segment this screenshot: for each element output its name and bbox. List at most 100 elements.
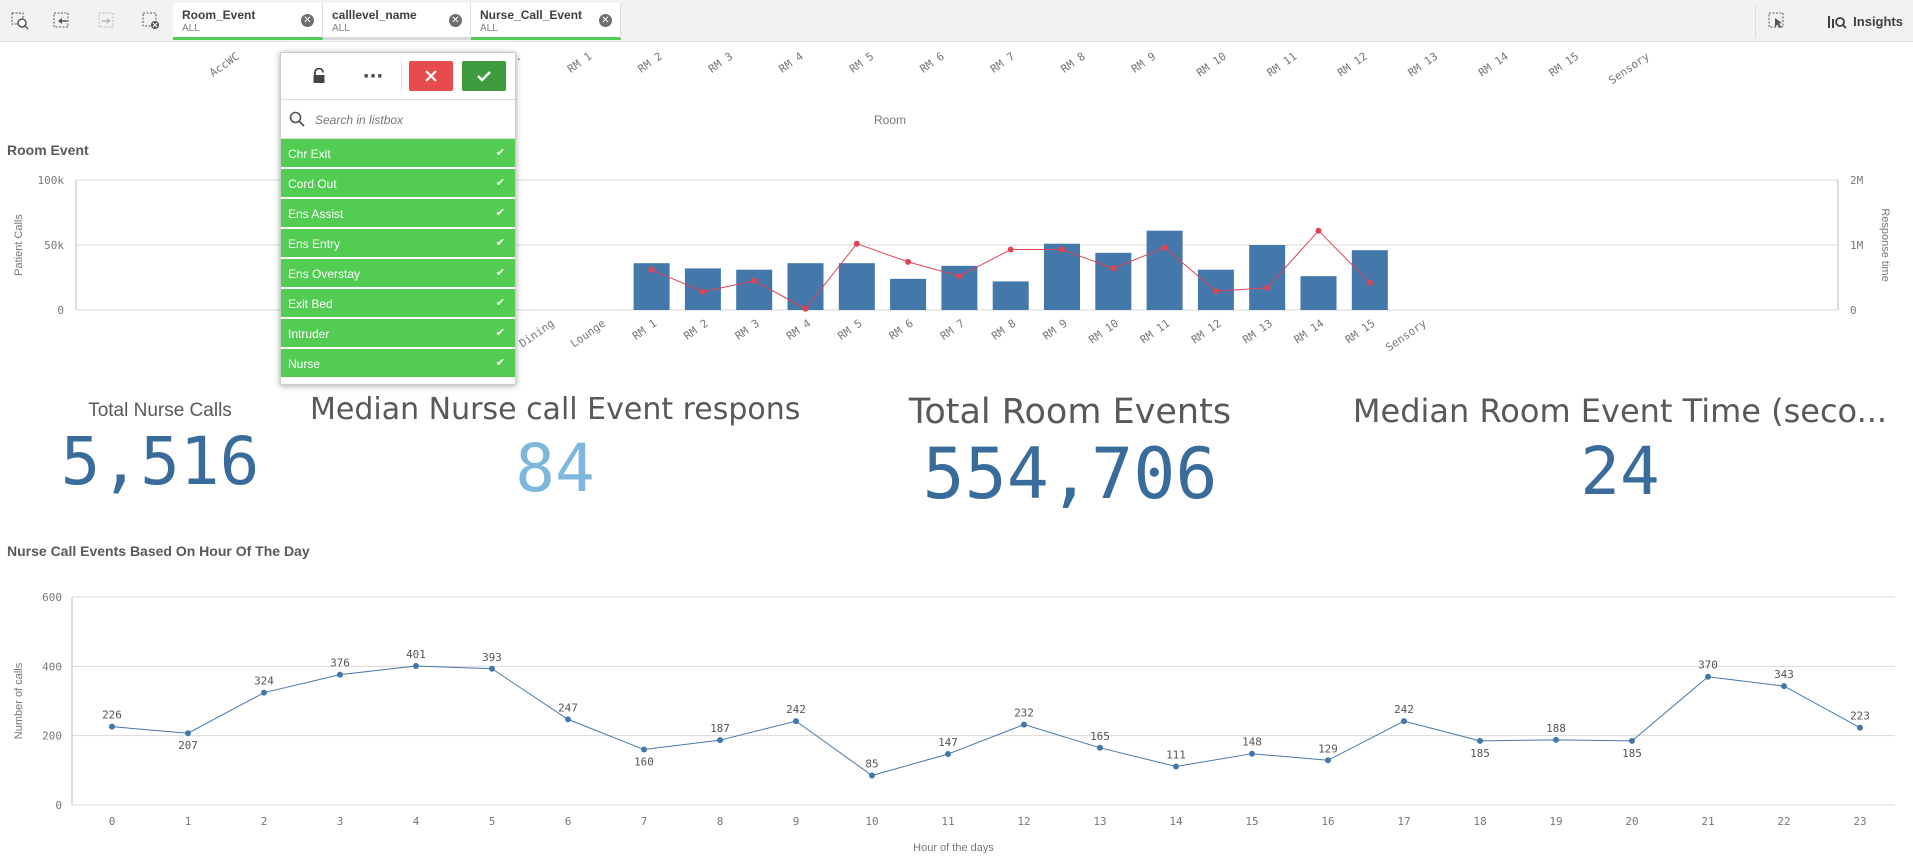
line-point[interactable]	[1007, 246, 1014, 253]
lock-icon[interactable]	[301, 61, 337, 91]
clear-filter-icon[interactable]: ✕	[301, 14, 314, 27]
line-point[interactable]	[1315, 227, 1322, 234]
x-tick-label: Sensory	[1383, 317, 1429, 354]
bar[interactable]	[838, 263, 875, 310]
data-label: 185	[1470, 747, 1490, 760]
line-point[interactable]	[1477, 737, 1483, 744]
line-point[interactable]	[956, 273, 963, 280]
line-point[interactable]	[869, 772, 875, 779]
line-point[interactable]	[1325, 757, 1331, 764]
x-tick-label: 8	[717, 815, 724, 828]
bar[interactable]	[890, 278, 927, 310]
x-tick-label: Sensory	[1606, 50, 1652, 87]
line-point[interactable]	[1021, 721, 1027, 728]
bar[interactable]	[1095, 252, 1132, 310]
bar[interactable]	[1249, 245, 1286, 310]
line-point[interactable]	[1781, 683, 1787, 690]
line-point[interactable]	[1401, 718, 1407, 725]
listbox-item[interactable]: Ens Assist ✔	[281, 199, 515, 228]
data-label: 242	[786, 703, 806, 716]
kpi-value: 84	[515, 430, 595, 507]
more-options-icon[interactable]: ···	[362, 65, 384, 87]
line-point[interactable]	[1173, 763, 1179, 770]
line-point[interactable]	[853, 240, 860, 247]
line-point[interactable]	[1212, 288, 1219, 295]
line-point[interactable]	[109, 723, 115, 730]
bar[interactable]	[736, 269, 773, 310]
line-point[interactable]	[641, 746, 647, 753]
listbox-item[interactable]: Nurse ✔	[281, 349, 515, 378]
x-tick-label: 11	[941, 815, 954, 828]
line-point[interactable]	[413, 662, 419, 669]
x-tick-label: 22	[1777, 815, 1790, 828]
line-point[interactable]	[1249, 750, 1255, 757]
listbox-item[interactable]: Exit Bed ✔	[281, 289, 515, 318]
line-point[interactable]	[337, 671, 343, 678]
line-point[interactable]	[185, 730, 191, 737]
data-label: 226	[102, 709, 122, 722]
x-tick-label: 17	[1397, 815, 1410, 828]
listbox-item[interactable]: Ens Overstay ✔	[281, 259, 515, 288]
y-tick-label: 50k	[44, 239, 64, 252]
listbox-item[interactable]: Cord Out ✔	[281, 169, 515, 198]
insights-button[interactable]: Insights	[1827, 8, 1903, 34]
bar[interactable]	[1044, 243, 1080, 310]
filter-chip-nurse-call-event[interactable]: Nurse_Call_Event ALL ✕	[471, 3, 621, 40]
x-tick-label: RM 12	[1189, 317, 1224, 347]
bar[interactable]	[992, 281, 1029, 310]
line-point[interactable]	[945, 751, 951, 758]
x-tick-label: RM 9	[1041, 317, 1070, 343]
line-point[interactable]	[1857, 724, 1863, 731]
data-label: 376	[330, 657, 350, 670]
line-point[interactable]	[1366, 279, 1373, 286]
line-point[interactable]	[699, 288, 706, 295]
listbox-search-input[interactable]	[313, 108, 507, 132]
bar[interactable]	[1300, 276, 1337, 310]
line-point[interactable]	[1110, 265, 1117, 272]
line-point[interactable]	[648, 266, 655, 273]
y-tick-label: 100k	[38, 174, 65, 187]
x-tick-label: RM 5	[847, 50, 876, 76]
selections-tool-icon[interactable]	[1762, 8, 1792, 34]
line-point[interactable]	[905, 258, 912, 265]
bar[interactable]	[1146, 230, 1183, 310]
room-event-chart[interactable]: 100k 50k 0 2M 1M 0 Patient Calls Response time D…	[0, 165, 1913, 355]
line-point[interactable]	[565, 716, 571, 723]
x-tick-label: 14	[1169, 815, 1183, 828]
step-back-icon[interactable]	[47, 8, 77, 34]
listbox-item[interactable]: Intruder ✔	[281, 319, 515, 348]
line-point[interactable]	[751, 277, 758, 284]
clear-filter-icon[interactable]: ✕	[599, 14, 612, 27]
line-point[interactable]	[1059, 246, 1065, 253]
listbox-item-label: Cord Out	[288, 177, 337, 191]
line-point[interactable]	[1705, 673, 1711, 680]
cancel-selection-button[interactable]	[409, 61, 453, 91]
listbox-item[interactable]: Ens Entry ✔	[281, 229, 515, 258]
data-label: 223	[1850, 710, 1870, 723]
kpi-title: Median Room Event Time (seco...	[1352, 392, 1888, 430]
step-forward-icon[interactable]	[92, 8, 122, 34]
line-point[interactable]	[1553, 736, 1559, 743]
clear-filter-icon[interactable]: ✕	[449, 14, 462, 27]
line-point[interactable]	[717, 737, 723, 744]
line-point[interactable]	[793, 718, 799, 725]
smart-search-icon[interactable]	[5, 8, 35, 34]
x-tick-label: RM 3	[706, 50, 735, 76]
filter-chip-room-event[interactable]: Room_Event ALL ✕	[173, 3, 323, 40]
line-point[interactable]	[489, 665, 495, 672]
search-icon	[289, 111, 305, 127]
listbox-item-label: Exit Bed	[288, 297, 333, 311]
x-tick-label: RM 7	[988, 50, 1017, 76]
filter-chip-calllevel-name[interactable]: calllevel_name ALL ✕	[323, 3, 471, 40]
bar[interactable]	[787, 263, 824, 310]
line-point[interactable]	[1629, 737, 1635, 744]
confirm-selection-button[interactable]	[462, 61, 506, 91]
line-point[interactable]	[261, 689, 267, 696]
line-point[interactable]	[1097, 744, 1103, 751]
line-point[interactable]	[1161, 244, 1168, 251]
listbox-item[interactable]: Chr Exit ✔	[281, 139, 515, 168]
line-point[interactable]	[802, 305, 809, 312]
clear-selections-icon[interactable]	[136, 8, 166, 34]
line-point[interactable]	[1264, 284, 1271, 291]
